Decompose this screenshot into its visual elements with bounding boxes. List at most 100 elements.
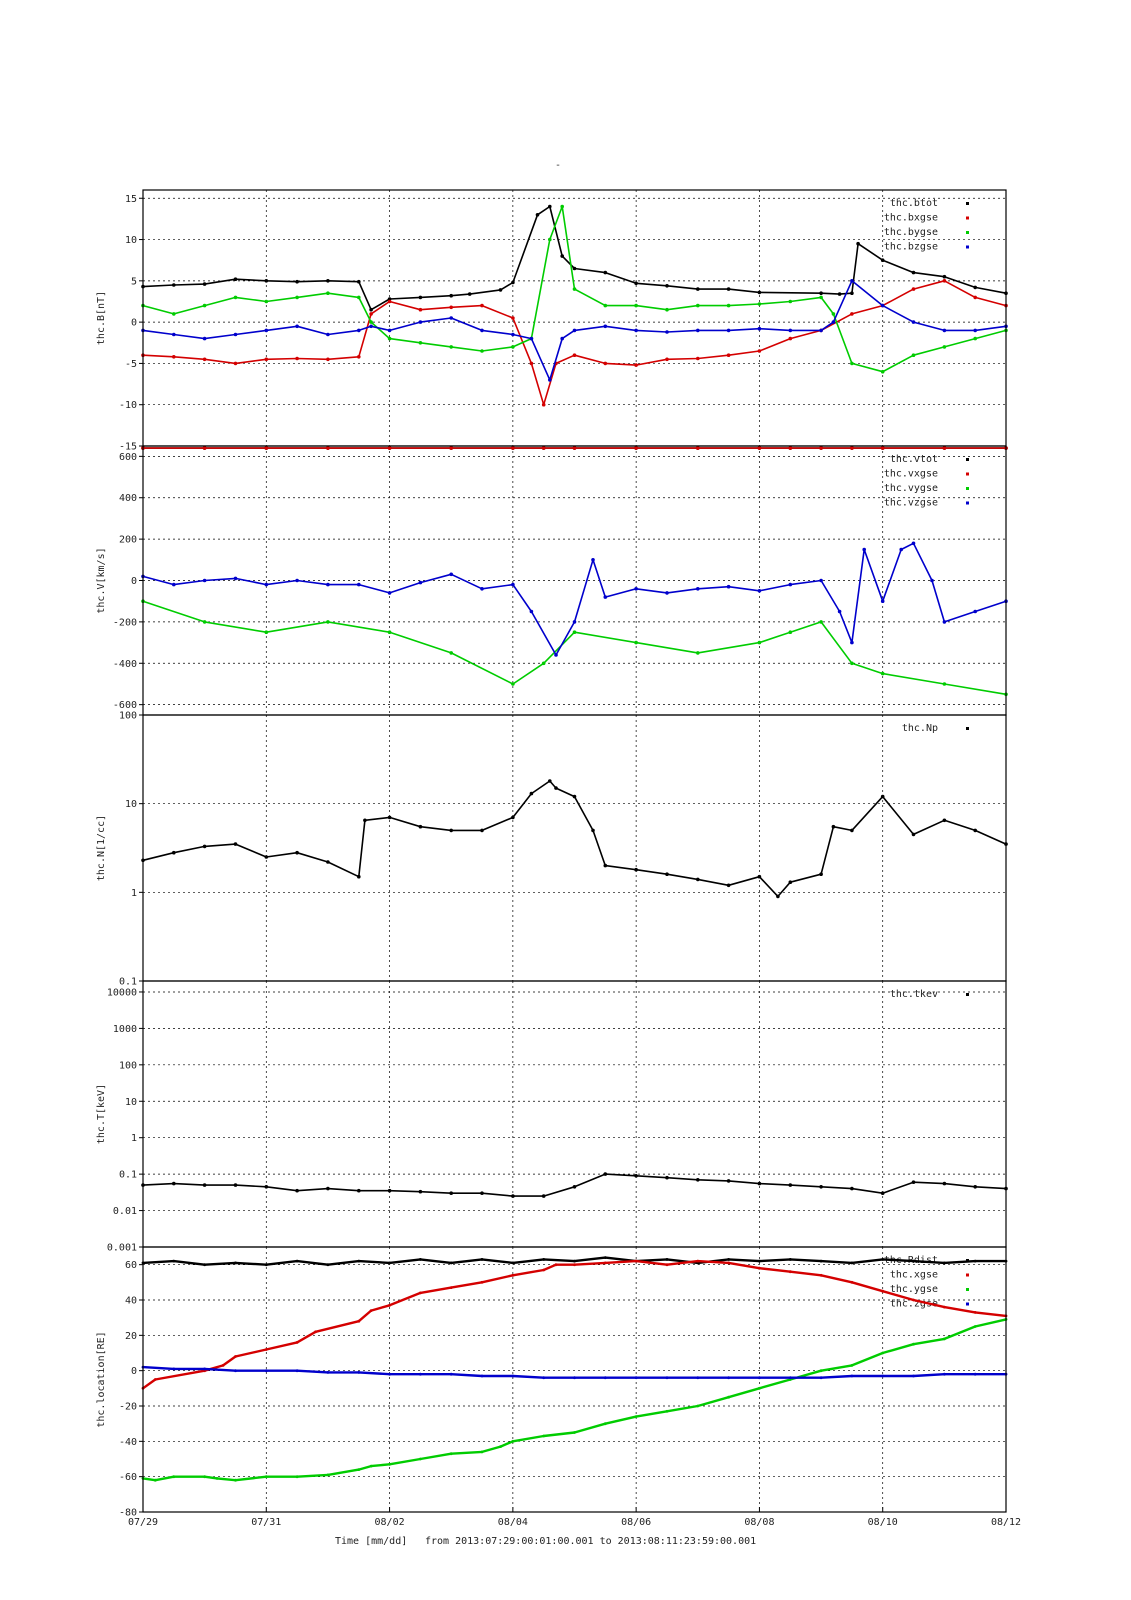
- data-point: [665, 1409, 669, 1413]
- data-point: [357, 355, 361, 359]
- data-point: [388, 1462, 391, 1466]
- data-point: [388, 1261, 391, 1265]
- data-point: [911, 287, 916, 291]
- data-point: [449, 293, 454, 298]
- data-point: [172, 332, 176, 337]
- data-point: [357, 1468, 361, 1471]
- data-point: [511, 682, 515, 686]
- data-point: [418, 295, 423, 300]
- y-tick-label: 0.1: [119, 1170, 137, 1181]
- data-point: [449, 1372, 453, 1376]
- data-point: [529, 336, 534, 341]
- data-point: [295, 1369, 299, 1373]
- data-point: [850, 446, 854, 450]
- data-point: [819, 1273, 823, 1277]
- data-point: [449, 345, 454, 349]
- data-point: [387, 446, 392, 450]
- data-point: [819, 1376, 823, 1380]
- x-tick-label: 08/06: [621, 1517, 651, 1528]
- data-point: [726, 1179, 731, 1183]
- legend: thc.btot thc.bxgse thc.bygse thc.bzgse: [884, 198, 969, 253]
- x-tick-label: 08/10: [868, 1517, 898, 1528]
- data-point: [548, 779, 552, 783]
- legend-swatch: [966, 487, 969, 490]
- data-point: [202, 844, 207, 849]
- data-point: [419, 1291, 422, 1295]
- legend-swatch: [966, 1273, 969, 1277]
- data-point: [560, 204, 564, 209]
- data-point: [942, 1181, 947, 1186]
- data-point: [819, 1185, 823, 1189]
- data-point: [819, 1259, 823, 1263]
- y-tick-label: 100: [119, 711, 137, 722]
- data-point: [591, 558, 595, 562]
- data-point: [696, 328, 700, 333]
- data-point: [757, 640, 762, 645]
- data-point: [572, 287, 577, 291]
- data-point: [911, 320, 916, 324]
- y-tick-label: 0: [131, 576, 137, 587]
- data-point: [696, 1376, 700, 1380]
- data-point: [449, 446, 454, 450]
- data-point: [758, 1386, 761, 1390]
- data-point: [480, 587, 484, 591]
- data-point: [387, 630, 392, 634]
- data-point: [912, 1259, 915, 1263]
- data-point: [202, 446, 207, 450]
- data-point: [387, 297, 392, 301]
- data-point: [880, 303, 885, 308]
- data-point: [880, 794, 885, 799]
- data-point: [295, 356, 299, 361]
- data-point: [449, 1452, 453, 1456]
- data-point: [973, 609, 977, 614]
- data-point: [548, 378, 552, 382]
- data-point: [726, 883, 731, 888]
- data-point: [973, 295, 977, 300]
- data-point: [418, 341, 423, 345]
- x-tick-label: 08/04: [498, 1517, 528, 1528]
- data-point: [973, 1185, 977, 1189]
- legend-label: thc.vzgse: [884, 498, 938, 509]
- data-point: [498, 288, 503, 292]
- data-point: [480, 1191, 484, 1195]
- data-point: [202, 578, 207, 583]
- data-point: [172, 1367, 176, 1371]
- data-point: [418, 580, 423, 585]
- data-point: [696, 877, 700, 882]
- data-point: [535, 213, 540, 217]
- data-point: [264, 299, 269, 304]
- data-point: [326, 582, 330, 587]
- data-point: [548, 204, 552, 209]
- y-tick-label: 10: [125, 799, 137, 810]
- legend-swatch: [966, 727, 969, 730]
- legend-swatch: [966, 1302, 969, 1306]
- data-point: [831, 320, 836, 324]
- data-point: [911, 832, 916, 837]
- legend: thc.Np: [902, 723, 969, 734]
- data-point: [172, 283, 176, 287]
- y-tick-label: -5: [125, 359, 137, 370]
- data-point: [387, 591, 392, 595]
- data-point: [264, 328, 269, 333]
- data-point: [758, 1259, 761, 1263]
- data-point: [591, 828, 595, 833]
- data-point: [930, 578, 934, 583]
- panel-frame: [142, 1246, 1007, 1513]
- data-point: [758, 1266, 761, 1270]
- y-axis-title: thc.T[keV]: [96, 1084, 107, 1144]
- data-point: [973, 1372, 977, 1376]
- data-point: [880, 446, 885, 450]
- data-point: [326, 446, 330, 450]
- data-point: [942, 818, 947, 823]
- data-point: [295, 1259, 299, 1263]
- data-point: [696, 1178, 700, 1182]
- data-point: [203, 1263, 207, 1267]
- data-point: [369, 1464, 373, 1468]
- data-point: [911, 270, 916, 275]
- data-point: [529, 791, 534, 796]
- y-tick-label: -20: [119, 1402, 137, 1413]
- data-point: [326, 620, 330, 624]
- y-tick-label: -10: [119, 400, 137, 411]
- legend-swatch: [966, 458, 969, 461]
- data-point: [511, 1261, 515, 1265]
